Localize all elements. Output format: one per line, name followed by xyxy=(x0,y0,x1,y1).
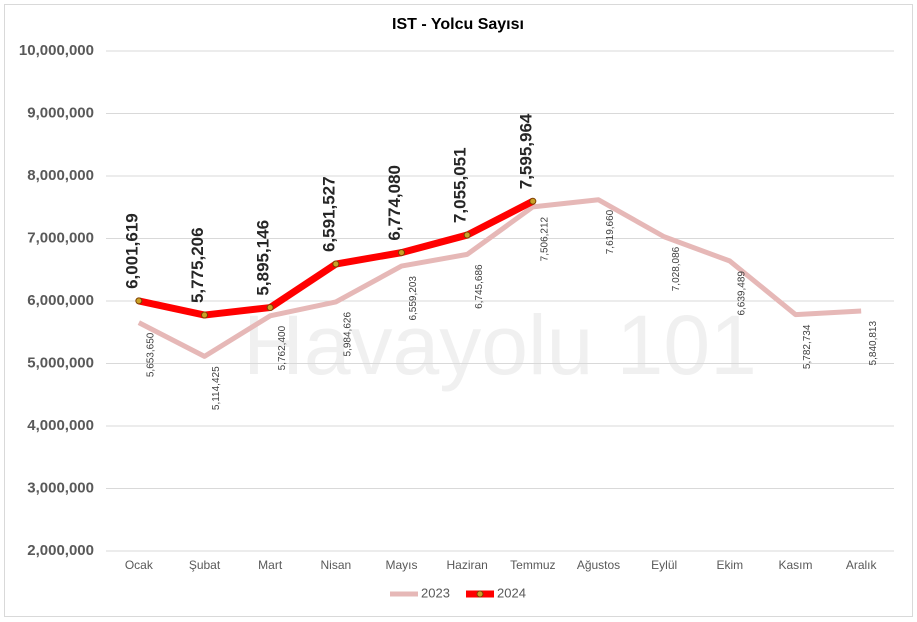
data-label: 5,114,425 xyxy=(211,366,222,410)
data-label: 6,001,619 xyxy=(122,213,141,289)
data-label: 6,559,203 xyxy=(408,276,419,321)
y-tick-label: 3,000,000 xyxy=(27,479,94,496)
data-label: 5,984,626 xyxy=(342,312,353,357)
point xyxy=(398,249,405,257)
x-tick-label: Eylül xyxy=(651,558,677,572)
y-tick-label: 6,000,000 xyxy=(27,292,94,309)
watermark: Havayolu 101 xyxy=(243,298,757,392)
data-label: 5,782,734 xyxy=(802,324,813,369)
x-tick-label: Haziran xyxy=(446,558,487,572)
chart-border xyxy=(4,4,913,617)
point xyxy=(332,260,340,268)
data-label: 5,840,813 xyxy=(868,321,879,366)
data-label: 7,055,051 xyxy=(451,147,470,223)
x-tick-label: Ocak xyxy=(125,558,154,572)
x-tick-label: Aralık xyxy=(846,558,878,572)
y-tick-label: 10,000,000 xyxy=(19,42,94,59)
y-tick-label: 8,000,000 xyxy=(27,167,94,184)
series-line xyxy=(137,197,862,359)
data-label: 7,506,212 xyxy=(539,216,550,261)
y-tick-label: 9,000,000 xyxy=(27,104,94,121)
legend-label: 2024 xyxy=(497,585,526,600)
y-tick-label: 4,000,000 xyxy=(27,417,94,434)
x-tick-label: Mart xyxy=(258,558,283,572)
legend-marker xyxy=(476,590,484,598)
point xyxy=(463,231,471,239)
data-label: 5,762,400 xyxy=(277,325,288,370)
point xyxy=(135,297,143,305)
data-label: 5,775,206 xyxy=(188,227,207,303)
legend-label: 2023 xyxy=(421,585,450,600)
data-label: 6,774,080 xyxy=(385,165,404,241)
data-label: 7,028,086 xyxy=(671,246,682,291)
y-tick-label: 5,000,000 xyxy=(27,354,94,371)
x-tick-label: Temmuz xyxy=(510,558,555,572)
x-tick-label: Ağustos xyxy=(577,558,620,572)
data-label: 7,595,964 xyxy=(516,113,535,189)
y-tick-label: 7,000,000 xyxy=(27,229,94,246)
x-tick-label: Şubat xyxy=(189,558,221,572)
data-label: 5,653,650 xyxy=(145,332,156,377)
data-label: 6,591,527 xyxy=(319,176,338,252)
x-tick-label: Kasım xyxy=(778,558,812,572)
data-label: 7,619,660 xyxy=(605,209,616,254)
x-tick-label: Nisan xyxy=(320,558,351,572)
data-label: 6,639,489 xyxy=(736,271,747,316)
chart-title: IST - Yolcu Sayısı xyxy=(392,16,524,33)
point xyxy=(529,197,537,205)
point xyxy=(266,304,274,312)
point xyxy=(201,311,208,319)
x-tick-label: Ekim xyxy=(716,558,743,572)
data-label: 5,895,146 xyxy=(254,220,273,296)
x-tick-label: Mayıs xyxy=(385,558,417,572)
y-tick-label: 2,000,000 xyxy=(27,542,94,559)
data-label: 6,745,686 xyxy=(474,264,485,309)
